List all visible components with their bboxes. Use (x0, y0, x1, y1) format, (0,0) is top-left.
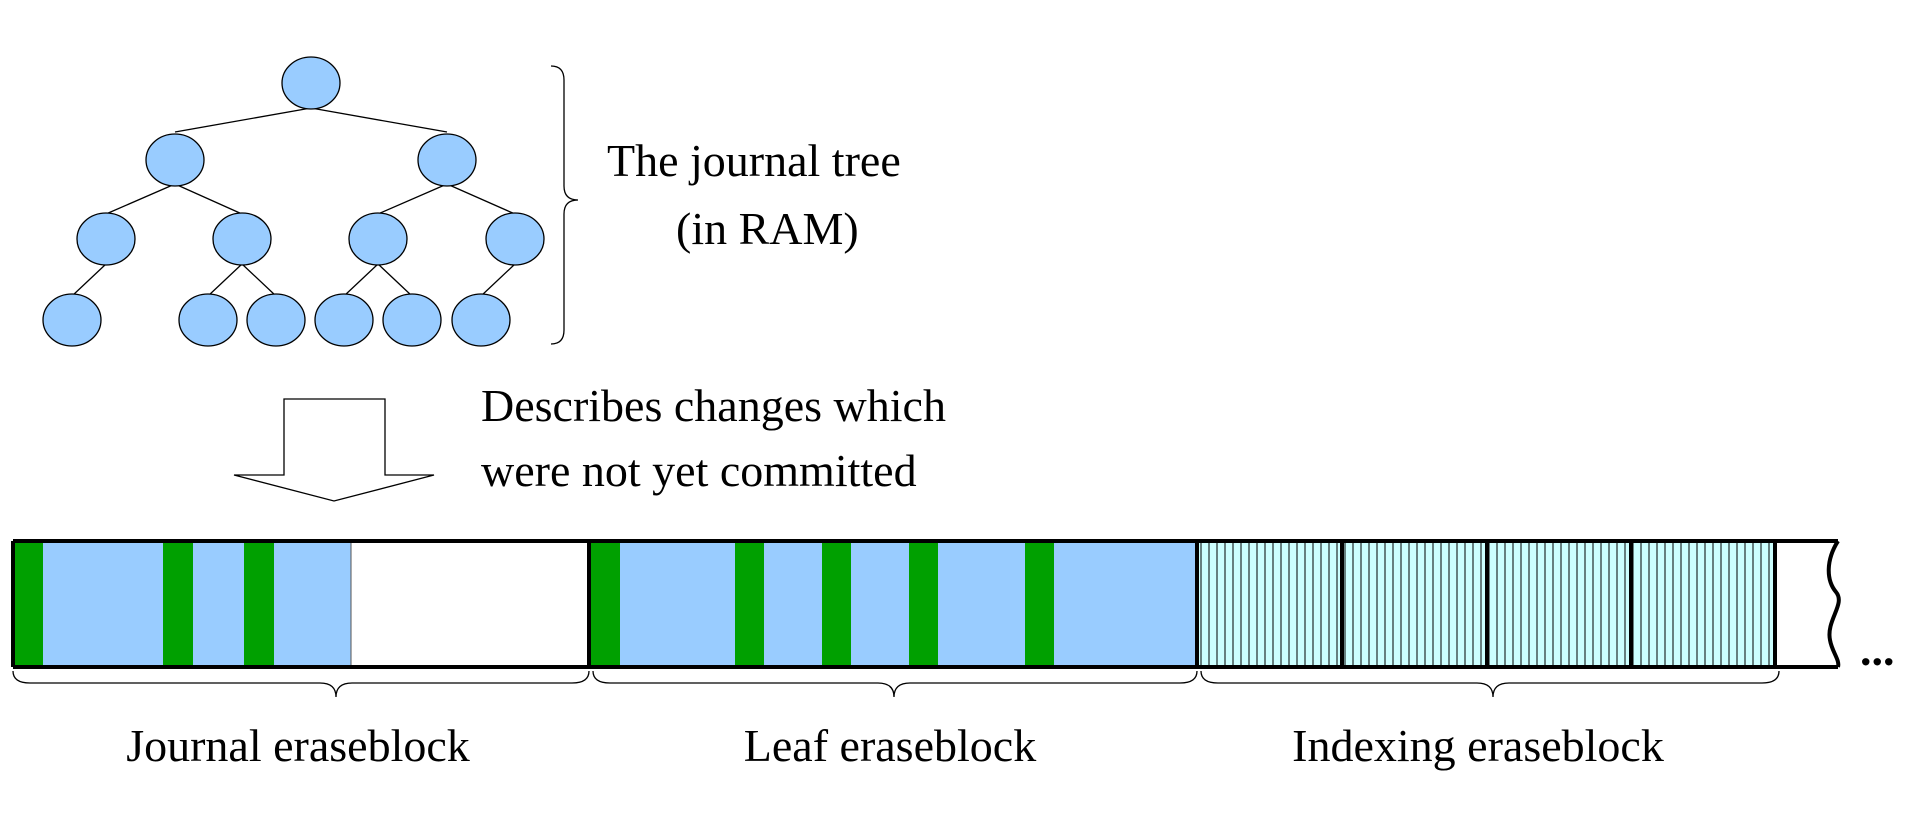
down-arrow (233, 398, 435, 502)
tree-node-leaf (42, 293, 102, 347)
tree-edges (71, 107, 516, 297)
journal-eraseblock (13, 541, 589, 667)
node-header (735, 541, 764, 667)
bottom-braces (12, 670, 1780, 698)
arrow-label-line1: Describes changes which (481, 380, 946, 431)
node-header (591, 541, 620, 667)
node-header (163, 541, 193, 667)
tree-node-leaf (178, 293, 238, 347)
index-hatch (1200, 541, 1770, 667)
journal-eraseblock-label: Journal eraseblock (126, 720, 470, 771)
node-header (244, 541, 274, 667)
tree-node (417, 133, 477, 187)
indexing-eraseblock (1197, 541, 1775, 667)
tree-node (76, 212, 136, 266)
tree-node-leaf (451, 293, 511, 347)
indexing-brace (1200, 670, 1780, 698)
node-header (1025, 541, 1054, 667)
journal-brace (12, 670, 590, 698)
leaf-eraseblock-label: Leaf eraseblock (744, 720, 1036, 771)
tree-node-leaf (246, 293, 306, 347)
journal-tree (42, 56, 545, 347)
tree-node-root (281, 56, 341, 110)
node-header (13, 541, 43, 667)
tree-label-line1: The journal tree (607, 135, 901, 186)
tree-node (485, 212, 545, 266)
node-header (822, 541, 851, 667)
strip-torn-edge (1826, 539, 1841, 668)
tree-node (212, 212, 272, 266)
tree-node-leaf (382, 293, 442, 347)
tree-nodes (42, 56, 545, 347)
node-header (909, 541, 938, 667)
tree-node-leaf (314, 293, 374, 347)
tree-label-line2: (in RAM) (676, 203, 859, 254)
tree-node (348, 212, 408, 266)
leaf-brace (592, 670, 1198, 698)
indexing-eraseblock-label: Indexing eraseblock (1292, 720, 1664, 771)
continuation-ellipsis: ... (1860, 624, 1895, 675)
tree-node (145, 133, 205, 187)
leaf-data-region (589, 541, 1197, 667)
arrow-label-line2: were not yet committed (481, 445, 917, 496)
leaf-eraseblock (589, 541, 1197, 667)
journal-free-space (351, 541, 589, 667)
tree-brace (550, 65, 579, 345)
storage-strip: ... (11, 539, 1895, 675)
strip-outline (11, 539, 1838, 669)
